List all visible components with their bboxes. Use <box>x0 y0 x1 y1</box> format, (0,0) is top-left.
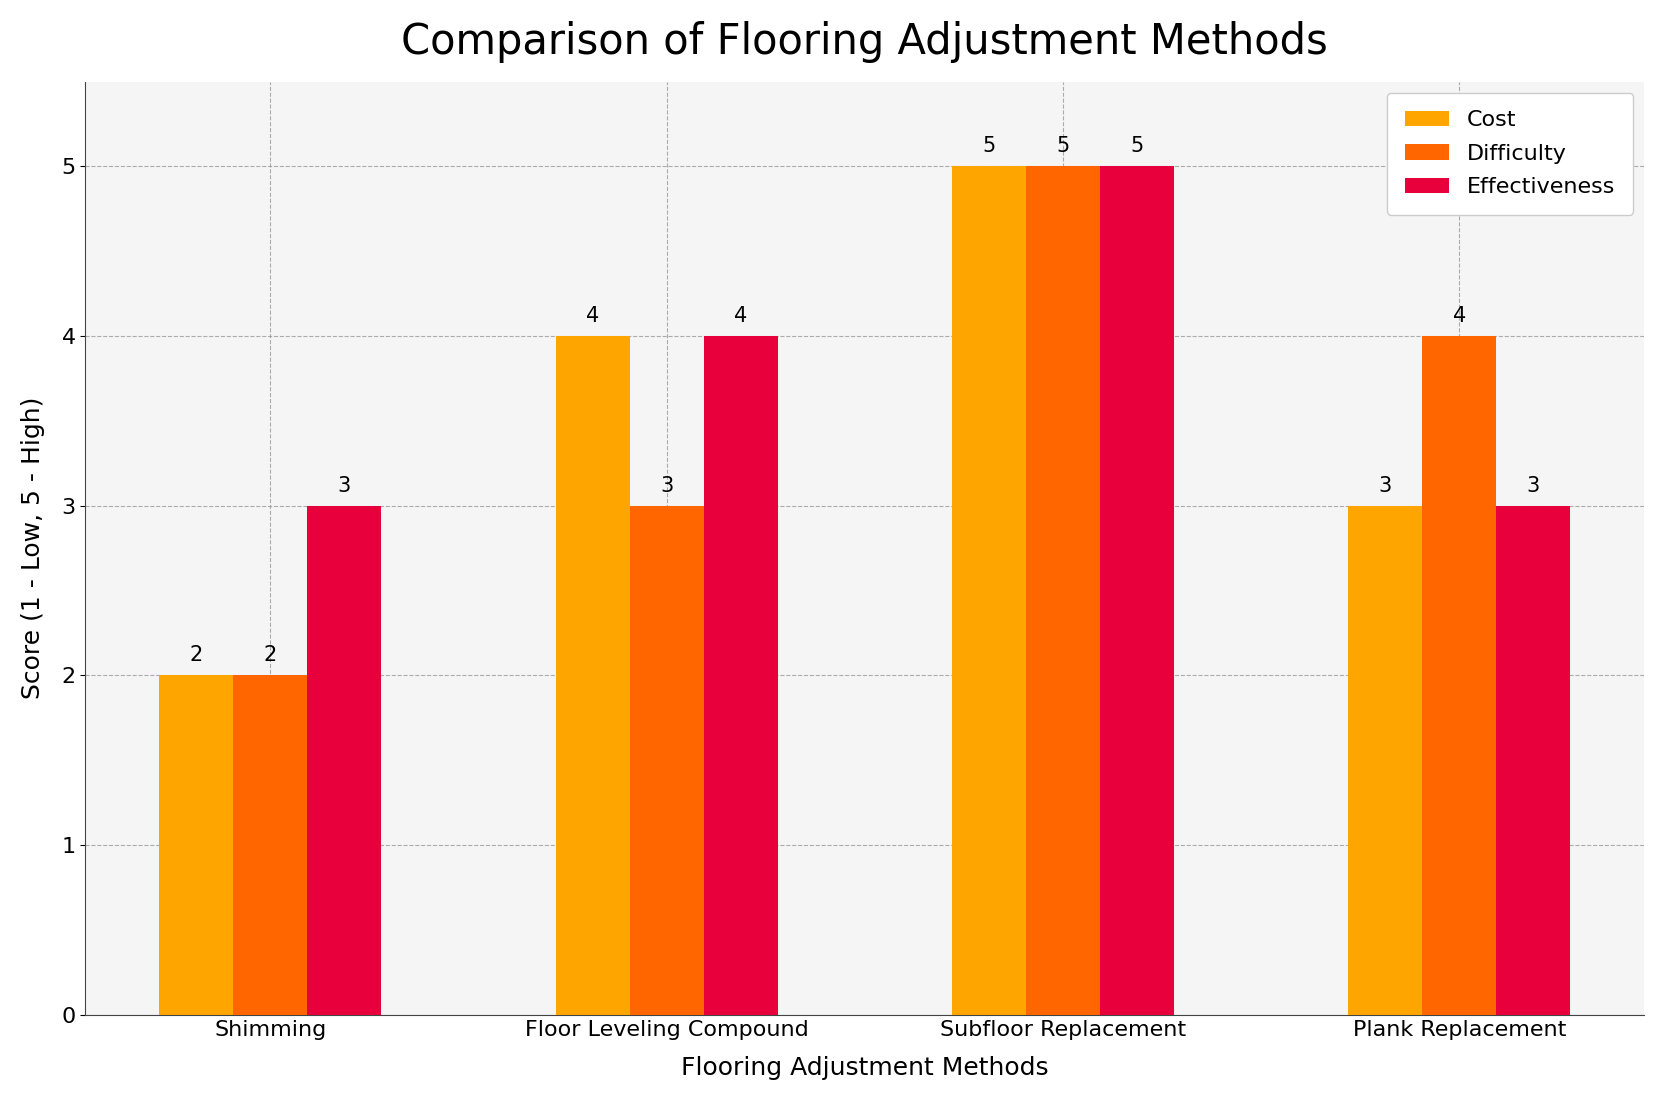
X-axis label: Flooring Adjustment Methods: Flooring Adjustment Methods <box>681 1056 1048 1080</box>
Text: 5: 5 <box>982 137 995 156</box>
Title: Comparison of Flooring Adjustment Methods: Comparison of Flooring Adjustment Method… <box>401 21 1328 63</box>
Bar <box>160 675 233 1015</box>
Text: 5: 5 <box>1055 137 1068 156</box>
Bar <box>1100 166 1173 1015</box>
Text: 5: 5 <box>1130 137 1143 156</box>
Bar <box>629 505 704 1015</box>
Text: 2: 2 <box>263 645 276 665</box>
Text: 4: 4 <box>734 306 747 326</box>
Bar <box>1348 505 1421 1015</box>
Bar <box>308 505 381 1015</box>
Text: 3: 3 <box>1378 476 1391 495</box>
Text: 3: 3 <box>338 476 351 495</box>
Bar <box>952 166 1025 1015</box>
Y-axis label: Score (1 - Low, 5 - High): Score (1 - Low, 5 - High) <box>22 397 45 699</box>
Text: 3: 3 <box>1526 476 1539 495</box>
Legend: Cost, Difficulty, Effectiveness: Cost, Difficulty, Effectiveness <box>1386 92 1632 215</box>
Bar <box>1496 505 1569 1015</box>
Text: 2: 2 <box>190 645 203 665</box>
Bar <box>556 336 629 1015</box>
Text: 3: 3 <box>659 476 672 495</box>
Bar <box>704 336 777 1015</box>
Bar <box>233 675 308 1015</box>
Text: 4: 4 <box>1451 306 1464 326</box>
Bar <box>1025 166 1100 1015</box>
Text: 4: 4 <box>586 306 599 326</box>
Bar <box>1421 336 1496 1015</box>
